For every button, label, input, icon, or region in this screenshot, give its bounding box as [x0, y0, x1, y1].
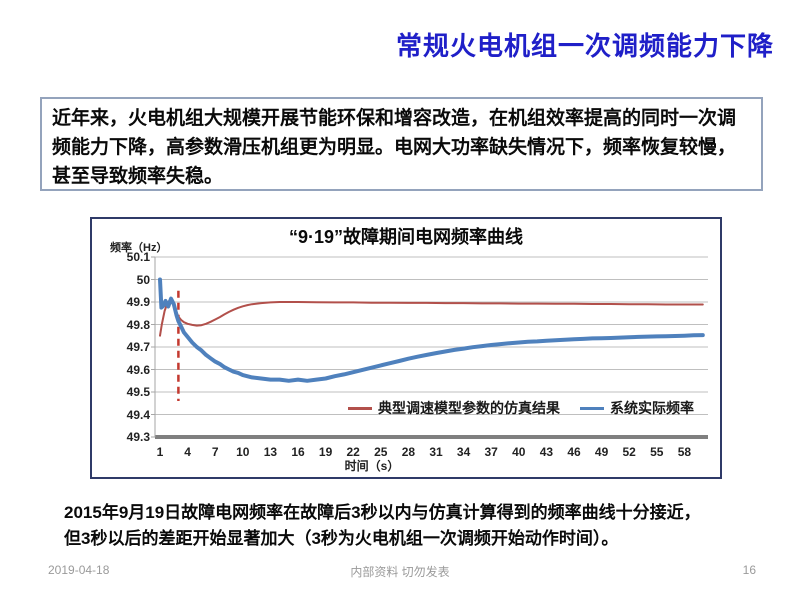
legend-item-0: 典型调速模型参数的仿真结果	[348, 398, 560, 418]
y-tick-label: 49.6	[126, 362, 150, 377]
x-tick-label: 25	[374, 445, 388, 459]
x-tick-label: 28	[401, 445, 416, 459]
legend-label: 系统实际频率	[610, 400, 694, 416]
legend-line-swatch	[348, 406, 372, 410]
x-tick-label: 37	[484, 445, 498, 459]
x-tick-label: 58	[677, 445, 692, 459]
chart-container: “9·19”故障期间电网频率曲线 频率（Hz） 50.1 50 49.9 49.8 49…	[90, 217, 722, 479]
footer-classification: 内部资料 切勿发表	[350, 565, 450, 579]
series-line-1	[158, 277, 705, 383]
x-tick-label: 31	[429, 445, 443, 459]
x-tick-label: 49	[594, 445, 609, 459]
x-tick-label: 10	[236, 445, 250, 459]
x-tick-label: 55	[650, 445, 664, 459]
y-tick-label: 49.5	[126, 385, 150, 399]
y-axis-label: 频率（Hz）	[110, 242, 168, 254]
note-text: 2015年9月19日故障电网频率在故障后3秒以内与仿真计算得到的频率曲线十分接近…	[64, 500, 764, 552]
y-tick-label: 49.3	[126, 430, 150, 444]
legend-item-1: 系统实际频率	[580, 398, 694, 418]
chart-title: “9·19”故障期间电网频率曲线	[288, 227, 524, 247]
x-tick-label: 52	[622, 445, 636, 459]
footer-page-number: 16	[742, 563, 756, 577]
y-tick-label: 49.7	[126, 340, 150, 354]
x-tick-label: 19	[318, 445, 333, 459]
page-title: 常规火电机组一次调频能力下降	[395, 31, 774, 61]
legend-label: 典型调速模型参数的仿真结果	[378, 400, 560, 416]
note-line-2: 但3秒以后的差距开始显著加大（3秒为火电机组一次调频开始动作时间）。	[64, 529, 619, 548]
x-tick-label: 4	[184, 445, 191, 459]
series-line-0	[159, 298, 704, 337]
x-tick-label: 1	[156, 445, 164, 459]
x-tick-label: 43	[539, 445, 554, 459]
y-tick-label: 49.4	[126, 407, 150, 422]
note-line-1: 2015年9月19日故障电网频率在故障后3秒以内与仿真计算得到的频率曲线十分接近…	[64, 503, 701, 522]
x-tick-label: 40	[512, 445, 526, 459]
footer-date: 2019-04-18	[48, 563, 110, 577]
y-tick-label: 50.1	[126, 250, 150, 264]
x-tick-label: 7	[211, 445, 219, 459]
intro-text-box: 近年来，火电机组大规模开展节能环保和增容改造，在机组效率提高的同时一次调频能力下…	[40, 97, 763, 191]
footer: 2019-04-18 内部资料 切勿发表 16	[0, 563, 800, 583]
frequency-chart	[151, 256, 708, 439]
x-tick-label: 34	[456, 445, 471, 459]
x-axis-label: 时间（s）	[344, 459, 400, 473]
x-tick-label: 16	[291, 445, 305, 459]
y-tick-label: 49.8	[126, 317, 150, 332]
legend-line-swatch	[580, 406, 604, 410]
intro-text: 近年来，火电机组大规模开展节能环保和增容改造，在机组效率提高的同时一次调频能力下…	[52, 108, 737, 187]
x-tick-label: 13	[263, 445, 278, 459]
x-tick-label: 46	[567, 445, 581, 459]
y-tick-label: 49.9	[126, 295, 150, 309]
y-tick-label: 50	[136, 272, 150, 287]
x-tick-label: 22	[346, 445, 360, 459]
chart-legend: 典型调速模型参数的仿真结果 系统实际频率	[348, 398, 694, 418]
